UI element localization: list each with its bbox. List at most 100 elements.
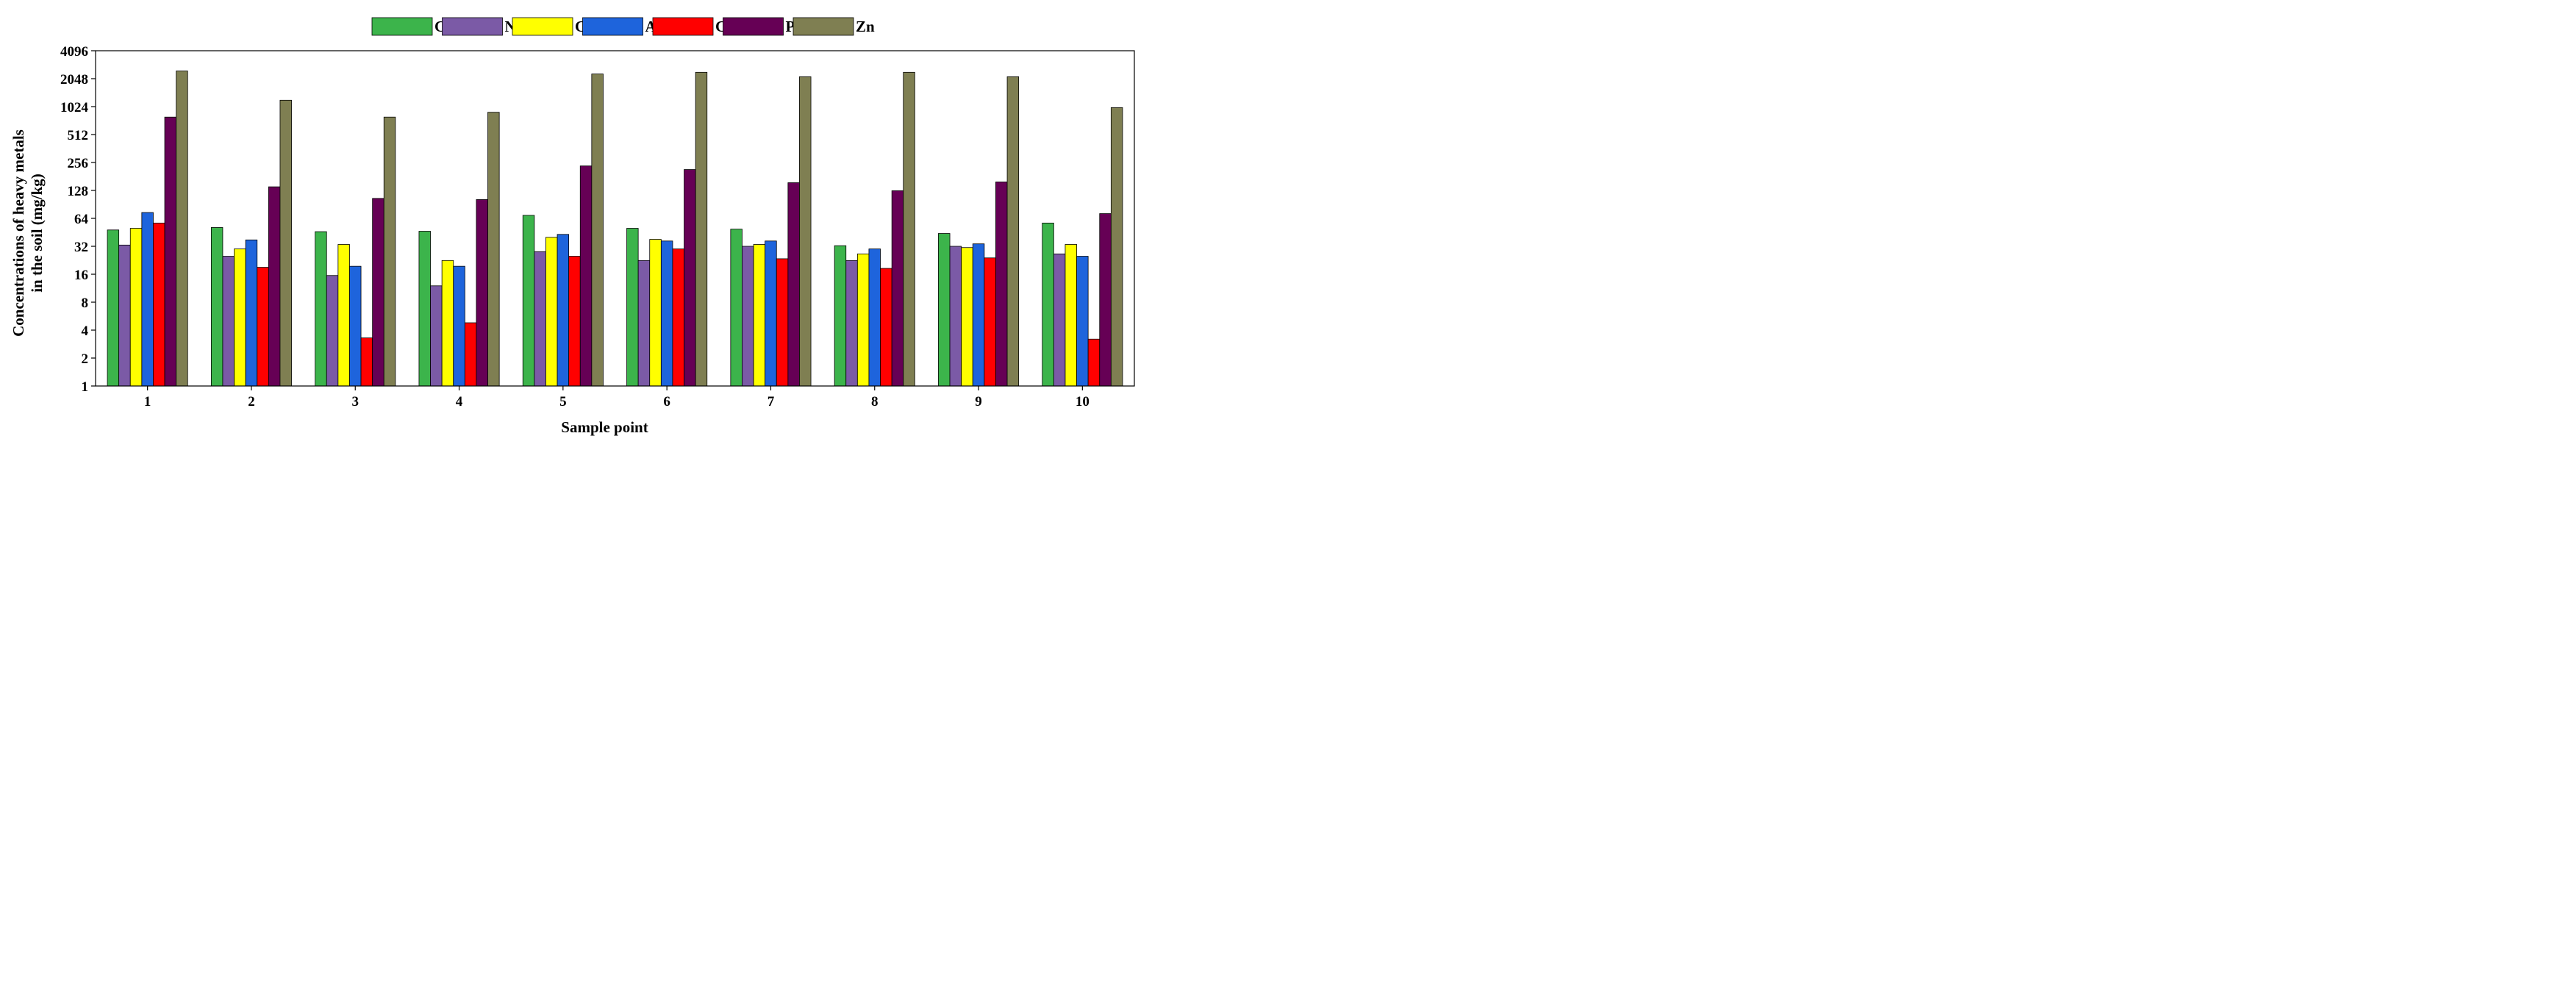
y-tick-label: 16 (74, 268, 88, 283)
x-tick-label: 1 (144, 394, 151, 410)
x-tick-label: 3 (352, 394, 359, 410)
bar-ni-1 (118, 244, 131, 387)
legend-swatch-ni (442, 17, 503, 36)
x-tick-label: 7 (768, 394, 775, 410)
bar-zn-6 (695, 71, 708, 387)
bar-pb-6 (684, 169, 696, 387)
bar-cu-4 (441, 260, 454, 387)
bar-ni-4 (430, 285, 443, 387)
x-axis-title: Sample point (561, 418, 648, 436)
bar-zn-2 (279, 99, 292, 387)
y-tick-label: 128 (68, 184, 89, 199)
bar-cd-6 (672, 249, 684, 387)
bar-pb-9 (995, 182, 1008, 387)
bar-ni-8 (845, 260, 858, 387)
x-tick-label: 2 (248, 394, 255, 410)
bar-ni-10 (1053, 253, 1066, 387)
y-tick-label: 512 (68, 128, 89, 143)
bar-cu-3 (337, 244, 350, 387)
bar-as-2 (245, 239, 258, 387)
bar-as-10 (1076, 256, 1089, 387)
y-tick-label: 2 (82, 351, 89, 367)
y-tick-label: 256 (68, 156, 89, 171)
bar-ni-7 (742, 246, 754, 387)
y-axis: 1 2 4 8 16 32 64 128 256 512 1024 2048 4096 (60, 44, 96, 395)
bar-ni-2 (222, 256, 235, 387)
bar-cd-5 (568, 256, 581, 387)
y-tick-label: 4096 (60, 44, 88, 60)
x-tick-label: 5 (559, 394, 567, 410)
bar-zn-7 (799, 76, 812, 387)
bar-as-3 (349, 265, 362, 387)
bar-cr-9 (938, 233, 951, 387)
y-tick-label: 1024 (60, 100, 89, 115)
bar-cd-7 (776, 258, 789, 387)
legend-swatch-cr (371, 17, 433, 36)
bar-cu-7 (753, 244, 766, 387)
bar-cr-8 (834, 245, 847, 387)
legend-swatch-cd (652, 17, 714, 36)
y-axis-title-line-2: in the soil (mg/kg) (28, 174, 46, 293)
bar-pb-7 (787, 182, 800, 387)
bar-zn-3 (383, 116, 396, 387)
bar-cd-10 (1087, 338, 1101, 387)
bar-cr-2 (210, 227, 223, 387)
bar-cu-5 (545, 237, 558, 387)
bars-group (107, 71, 1123, 387)
x-tick-label: 6 (663, 394, 670, 410)
bar-as-4 (453, 265, 465, 387)
legend: CrNiCuAsCdPbZn (371, 17, 875, 36)
bar-as-9 (972, 243, 985, 387)
bar-ni-9 (949, 246, 962, 387)
bar-cd-9 (984, 257, 996, 387)
bar-cd-3 (360, 337, 373, 387)
bar-cr-6 (626, 228, 639, 387)
bar-ni-3 (326, 275, 339, 387)
y-tick-label: 2048 (60, 72, 88, 87)
x-tick-label: 4 (456, 394, 463, 410)
bar-zn-8 (903, 71, 915, 387)
y-tick-label: 32 (74, 240, 88, 255)
legend-swatch-as (582, 17, 643, 36)
bar-pb-1 (164, 116, 177, 387)
y-tick-label: 1 (82, 379, 89, 395)
bar-cr-5 (522, 215, 535, 387)
bar-pb-3 (372, 198, 384, 387)
bar-as-7 (765, 240, 777, 387)
bar-zn-10 (1110, 107, 1123, 387)
chart: CrNiCuAsCdPbZn 1248163264128256512102420… (10, 17, 1135, 436)
bar-cu-1 (129, 228, 143, 387)
bar-cr-3 (315, 231, 327, 387)
bar-cr-7 (730, 229, 743, 387)
bar-cd-4 (464, 322, 477, 387)
bar-cu-6 (649, 239, 662, 387)
bar-pb-4 (476, 199, 488, 387)
bar-cd-1 (153, 222, 165, 387)
bar-zn-4 (487, 112, 500, 387)
x-tick-label: 10 (1076, 394, 1090, 410)
y-axis-title-line-1: Concentrations of heavy metals (10, 129, 27, 337)
bar-cu-2 (234, 249, 246, 387)
y-tick-label: 4 (82, 324, 89, 339)
x-tick-label: 8 (871, 394, 879, 410)
legend-swatch-pb (723, 17, 784, 36)
bar-zn-5 (591, 74, 604, 387)
bar-as-5 (557, 234, 570, 387)
bar-ni-6 (637, 260, 651, 387)
plot-frame (95, 50, 1135, 387)
bar-cr-1 (107, 229, 120, 387)
bar-cd-2 (257, 267, 269, 387)
bar-pb-8 (891, 190, 904, 387)
bar-ni-5 (534, 251, 546, 387)
bar-zn-9 (1006, 76, 1020, 387)
legend-swatch-cu (512, 17, 573, 36)
legend-swatch-zn (793, 17, 854, 36)
x-axis: 1 2 3 4 5 6 7 8 9 10 (144, 386, 1090, 410)
x-tick-label: 9 (975, 394, 982, 410)
bar-as-1 (141, 212, 154, 387)
bar-zn-1 (176, 71, 188, 387)
bar-pb-10 (1099, 213, 1112, 387)
y-tick-label: 8 (82, 296, 89, 311)
bar-pb-5 (579, 165, 593, 387)
bar-cu-8 (856, 253, 870, 387)
